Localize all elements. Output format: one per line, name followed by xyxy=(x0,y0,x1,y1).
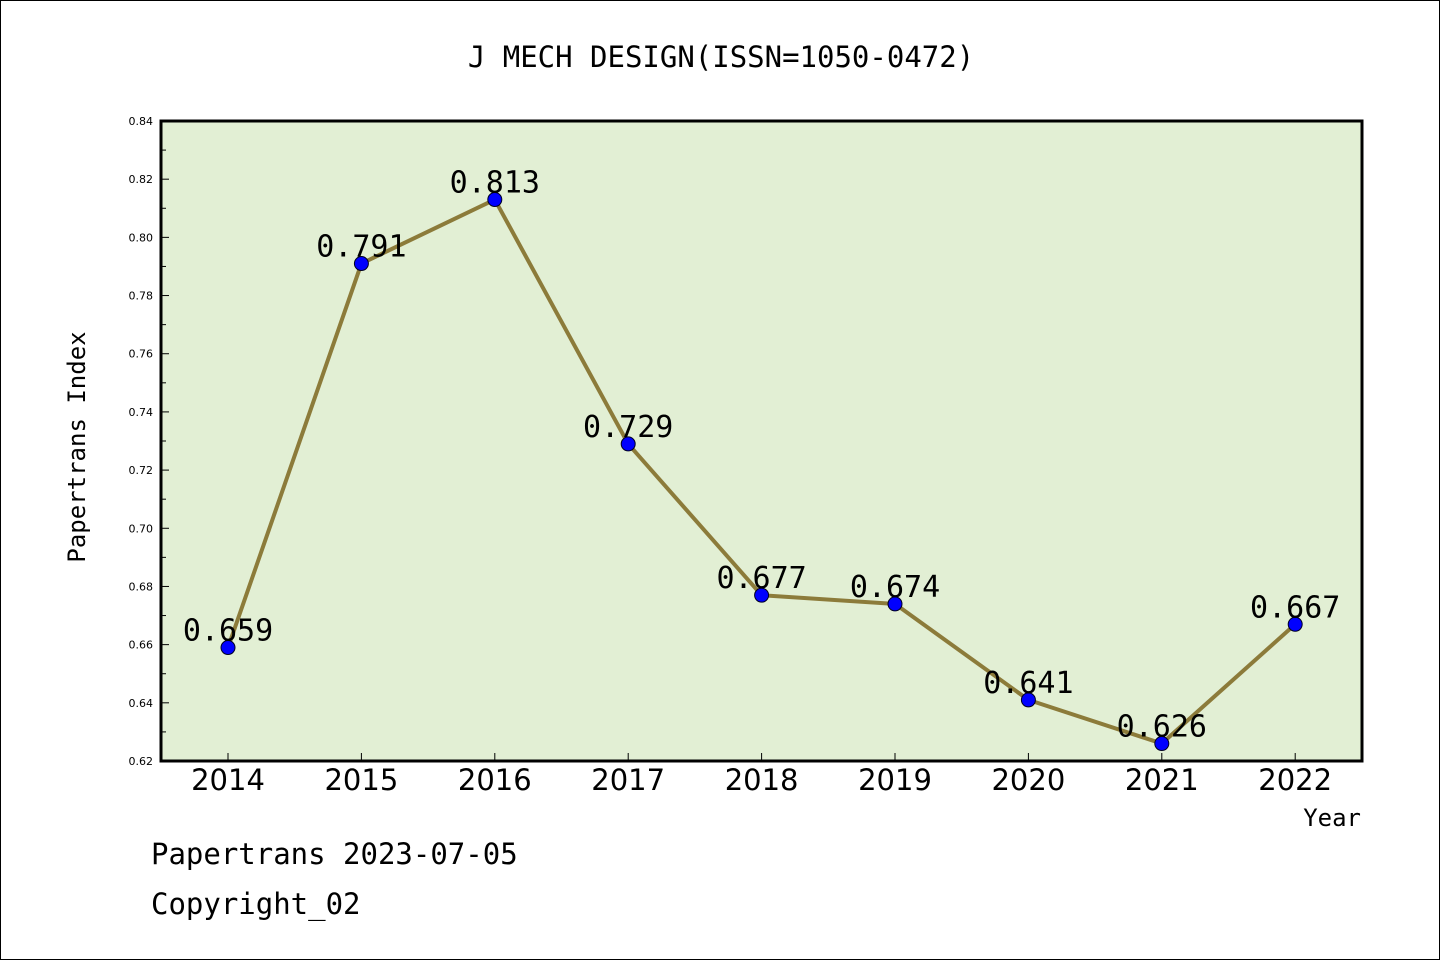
plot-area xyxy=(159,119,1364,763)
y-tick-label: 0.64 xyxy=(129,697,154,710)
x-axis-label: Year xyxy=(1303,804,1361,832)
data-label: 0.659 xyxy=(183,614,273,649)
y-tick-label: 0.72 xyxy=(129,464,154,477)
data-label: 0.791 xyxy=(316,230,406,265)
data-point xyxy=(887,596,903,612)
footer-copyright: Copyright_02 xyxy=(151,887,361,921)
y-tick-label: 0.66 xyxy=(129,639,154,652)
y-tick-label: 0.74 xyxy=(129,406,154,419)
data-point xyxy=(754,587,770,603)
y-tick-label: 0.68 xyxy=(129,580,154,593)
data-point xyxy=(1020,692,1036,708)
x-tick-label: 2018 xyxy=(725,763,799,797)
data-points xyxy=(220,192,1303,752)
x-tick-label: 2021 xyxy=(1125,763,1199,797)
data-label: 0.626 xyxy=(1117,710,1207,745)
y-tick-label: 0.78 xyxy=(129,290,154,303)
data-point xyxy=(353,256,369,272)
x-tick-label: 2014 xyxy=(191,763,265,797)
chart-title: J MECH DESIGN(ISSN=1050-0472) xyxy=(468,40,974,74)
footer-date: Papertrans 2023-07-05 xyxy=(151,837,518,871)
y-axis-label: Papertrans Index xyxy=(63,331,91,562)
data-label: 0.813 xyxy=(450,166,540,201)
x-axis: 2014 2015 2016 2017 2018 2019 2020 2021 2022 xyxy=(191,753,1332,797)
y-tick-label: 0.80 xyxy=(129,231,154,244)
data-point xyxy=(220,640,236,656)
x-tick-label: 2019 xyxy=(858,763,932,797)
y-axis: 0.62 0.64 0.66 0.68 0.70 0.72 0.74 0.76 0.78 0.80… xyxy=(129,115,169,768)
y-tick-label: 0.62 xyxy=(129,755,154,768)
data-point xyxy=(487,192,503,208)
x-tick-label: 2015 xyxy=(324,763,398,797)
data-labels: 0.659 0.791 0.813 0.729 0.677 0.674 0.641 0.626… xyxy=(183,166,1341,745)
data-point xyxy=(1154,736,1170,752)
data-label: 0.677 xyxy=(716,561,806,596)
x-tick-label: 2022 xyxy=(1258,763,1332,797)
y-tick-label: 0.82 xyxy=(129,173,154,186)
y-tick-label: 0.84 xyxy=(129,115,154,128)
data-point xyxy=(1287,616,1303,632)
data-label: 0.729 xyxy=(583,410,673,445)
data-label: 0.641 xyxy=(983,666,1073,701)
data-label: 0.674 xyxy=(850,570,940,605)
y-tick-label: 0.70 xyxy=(129,522,154,535)
x-tick-label: 2017 xyxy=(591,763,665,797)
data-point xyxy=(620,436,636,452)
y-tick-label: 0.76 xyxy=(129,348,154,361)
x-tick-label: 2016 xyxy=(458,763,532,797)
data-label: 0.667 xyxy=(1250,590,1340,625)
x-tick-label: 2020 xyxy=(991,763,1065,797)
